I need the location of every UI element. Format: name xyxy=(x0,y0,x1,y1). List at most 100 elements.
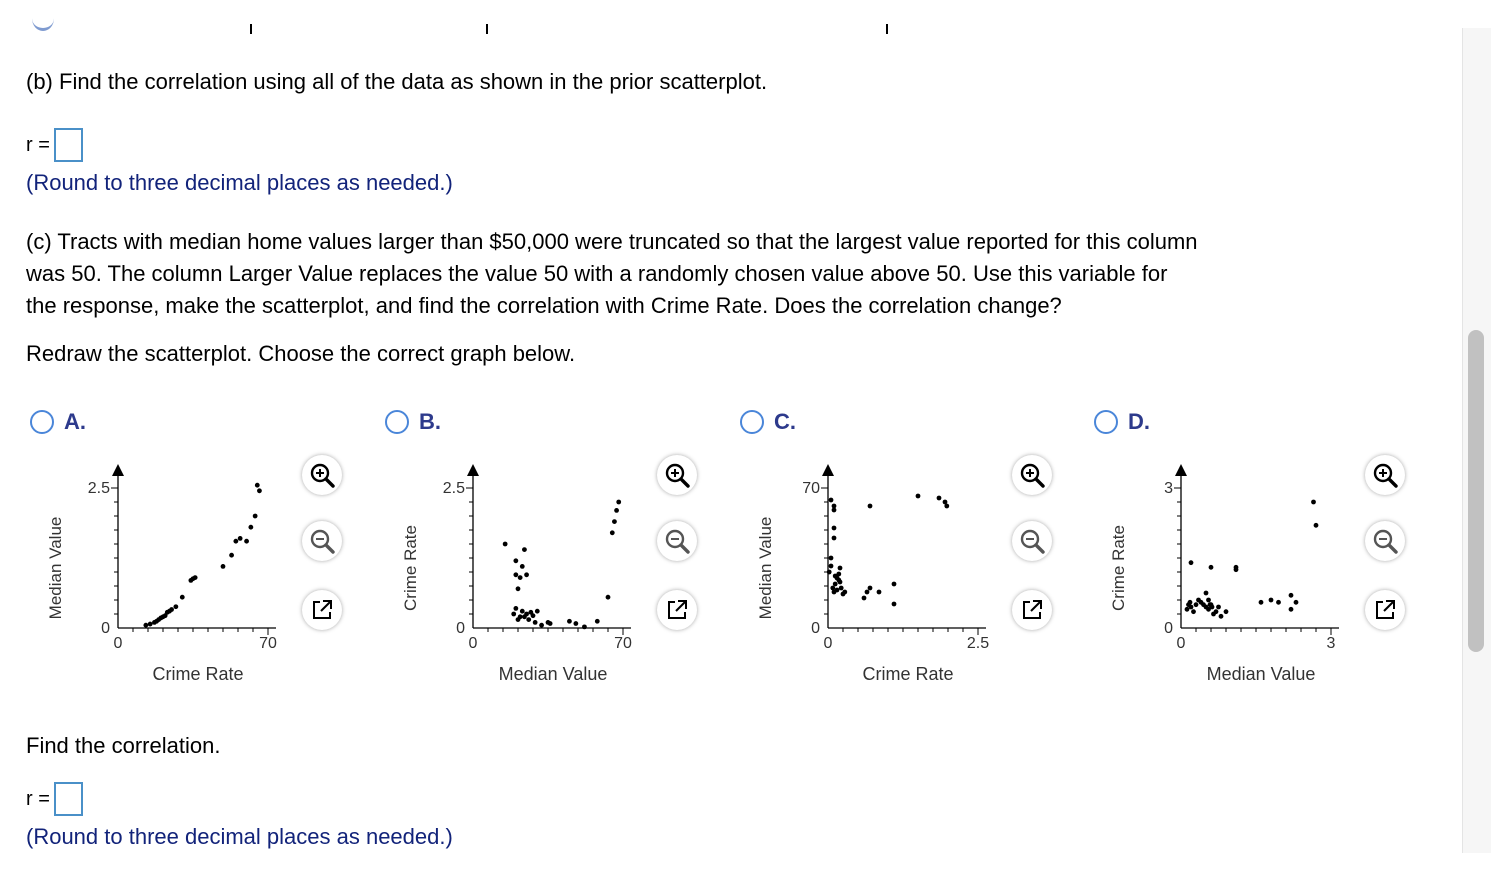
data-point xyxy=(836,577,842,583)
x-tick-label: 2.5 xyxy=(967,635,989,652)
data-point xyxy=(942,499,948,505)
choice-c[interactable]: C. xyxy=(740,409,796,435)
popout-icon xyxy=(665,598,689,622)
zoom-out-button[interactable] xyxy=(302,521,342,561)
y-tick-label: 70 xyxy=(802,480,820,497)
zoom-in-button[interactable] xyxy=(1012,455,1052,495)
data-point xyxy=(1187,599,1193,605)
part-c-question-line1: (c) Tracts with median home values large… xyxy=(26,229,1198,254)
data-point xyxy=(229,552,234,558)
data-point xyxy=(876,589,882,595)
radio-d[interactable] xyxy=(1094,410,1118,434)
data-point xyxy=(522,547,527,552)
radio-a[interactable] xyxy=(30,410,54,434)
data-point xyxy=(547,621,553,626)
choice-b-label: B. xyxy=(419,409,441,434)
data-point xyxy=(891,601,897,607)
data-point xyxy=(519,608,525,614)
data-point xyxy=(1209,604,1215,610)
data-point xyxy=(502,541,508,547)
data-point xyxy=(828,555,834,561)
x-axis-label: Median Value xyxy=(499,664,608,684)
data-point xyxy=(530,613,536,619)
y-axis-label: Crime Rate xyxy=(401,525,420,611)
data-point xyxy=(244,538,249,544)
zoom-out-icon xyxy=(664,528,690,554)
choice-d[interactable]: D. xyxy=(1094,409,1150,435)
zoom-in-icon xyxy=(1019,462,1045,488)
x-tick-label: 0 xyxy=(824,635,833,652)
data-point xyxy=(1193,602,1199,608)
data-point xyxy=(524,611,529,617)
zoom-out-icon xyxy=(309,528,335,554)
data-point xyxy=(834,587,840,593)
y-tick-label: 2.5 xyxy=(88,480,110,497)
data-point xyxy=(830,585,836,591)
data-point xyxy=(1206,606,1211,612)
data-point xyxy=(1268,597,1274,603)
data-point xyxy=(515,586,521,592)
data-point xyxy=(842,589,848,595)
part-b-answer-input[interactable] xyxy=(53,128,83,162)
zoom-in-button[interactable] xyxy=(302,455,342,495)
zoom-in-button[interactable] xyxy=(657,455,697,495)
data-point xyxy=(594,618,600,624)
data-point xyxy=(524,572,529,578)
data-point xyxy=(616,499,622,505)
y-axis-label: Median Value xyxy=(46,517,65,620)
choice-a[interactable]: A. xyxy=(30,409,86,435)
popout-icon xyxy=(1020,598,1044,622)
choice-a-label: A. xyxy=(64,409,86,434)
zoom-in-button[interactable] xyxy=(1365,455,1405,495)
data-point xyxy=(220,564,226,569)
zoom-out-button[interactable] xyxy=(657,521,697,561)
scatterplot-b: 0 70 0 2.5 Median Value Crime Rate xyxy=(355,440,705,700)
tick-mark xyxy=(250,24,252,34)
zoom-out-icon xyxy=(1019,528,1045,554)
data-point xyxy=(614,508,619,513)
data-point xyxy=(936,495,942,501)
data-point xyxy=(257,488,262,494)
zoom-out-icon xyxy=(1372,528,1398,554)
choice-b[interactable]: B. xyxy=(385,409,441,435)
popout-button[interactable] xyxy=(1012,590,1052,630)
popout-button[interactable] xyxy=(302,590,342,630)
data-point xyxy=(248,524,254,530)
data-point xyxy=(169,607,174,612)
data-point xyxy=(1184,606,1190,612)
radio-c[interactable] xyxy=(740,410,764,434)
data-point xyxy=(831,503,837,509)
zoom-out-button[interactable] xyxy=(1012,521,1052,561)
x-axis-label: Median Value xyxy=(1207,664,1316,684)
popout-button[interactable] xyxy=(657,590,697,630)
data-point xyxy=(532,620,538,625)
popout-button[interactable] xyxy=(1365,590,1405,630)
data-point xyxy=(861,595,867,601)
x-tick-label: 70 xyxy=(259,635,277,652)
data-point xyxy=(511,611,517,617)
part-b-answer-row: r = xyxy=(26,128,83,162)
scatterplot-c: 0 2.5 0 70 Crime Rate Median Value xyxy=(710,440,1060,700)
data-point xyxy=(1223,609,1229,615)
scrollbar-thumb[interactable] xyxy=(1468,330,1484,652)
data-point xyxy=(237,536,243,541)
zoom-out-button[interactable] xyxy=(1365,521,1405,561)
choice-d-label: D. xyxy=(1128,409,1150,434)
data-point xyxy=(828,497,834,503)
data-point xyxy=(233,538,239,544)
zoom-in-icon xyxy=(1372,462,1398,488)
zoom-in-icon xyxy=(309,462,335,488)
popout-icon xyxy=(310,598,334,622)
y-axis-arrow xyxy=(1175,464,1187,476)
data-point xyxy=(147,621,153,627)
x-tick-label: 0 xyxy=(469,635,478,652)
data-point xyxy=(864,589,870,595)
data-point xyxy=(517,614,523,620)
data-point xyxy=(1218,613,1224,619)
data-point xyxy=(1203,590,1209,596)
choice-c-label: C. xyxy=(774,409,796,434)
find-correlation-text: Find the correlation. xyxy=(26,733,221,758)
part-c-answer-input[interactable] xyxy=(53,782,83,816)
radio-b[interactable] xyxy=(385,410,409,434)
data-point xyxy=(179,594,185,600)
